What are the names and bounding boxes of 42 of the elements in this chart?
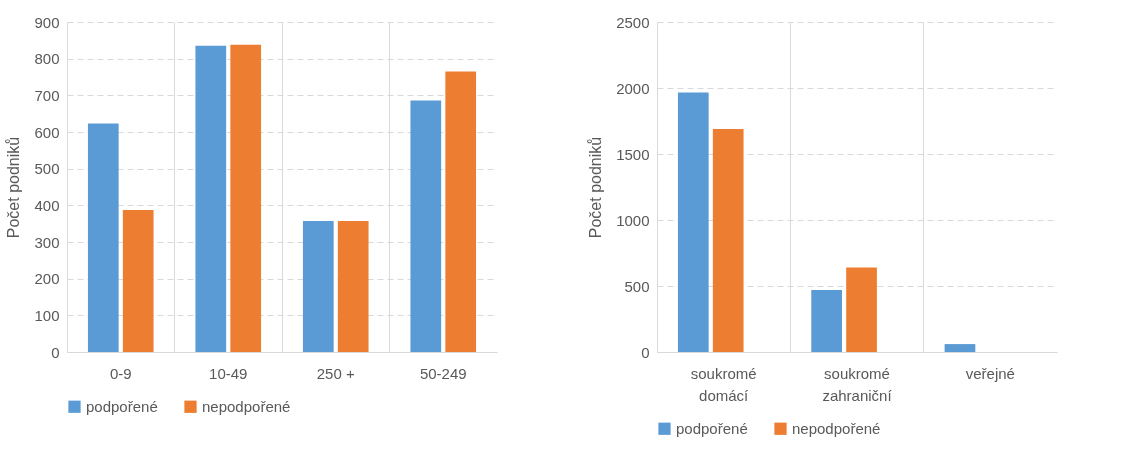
x-tick-label: 10-49	[209, 364, 248, 382]
y-tick-label: 0	[641, 343, 650, 361]
y-tick-label: 1000	[616, 211, 650, 229]
y-tick-label: 300	[34, 233, 60, 251]
y-tick-label: 700	[34, 86, 60, 104]
y-tick-label: 900	[34, 13, 60, 31]
bar	[445, 71, 477, 352]
legend-label: nepodpořené	[792, 419, 881, 437]
bar	[230, 44, 262, 352]
y-tick-label: 1500	[616, 145, 650, 163]
bar	[87, 123, 119, 352]
y-tick-label: 500	[624, 277, 650, 295]
legend-label: podpořené	[676, 419, 748, 437]
y-axis-title: Počet podniků	[5, 136, 23, 239]
bar	[846, 267, 877, 352]
bar	[811, 289, 842, 352]
x-tick-label: 250 +	[316, 364, 355, 382]
bar	[195, 45, 227, 352]
bar	[337, 221, 369, 352]
y-tick-label: 400	[34, 196, 60, 214]
x-tick-label: 0-9	[109, 364, 132, 382]
bar	[410, 100, 442, 352]
x-tick-label: soukromé zahraniční	[822, 364, 893, 404]
y-tick-label: 800	[34, 50, 60, 68]
y-tick-label: 600	[34, 123, 60, 141]
y-tick-label: 100	[34, 306, 60, 324]
bar	[122, 210, 154, 352]
legend-label: podpořené	[86, 397, 158, 415]
y-tick-label: 0	[51, 343, 60, 361]
bar	[677, 92, 709, 352]
bar	[302, 221, 334, 352]
y-tick-label: 2500	[616, 13, 650, 31]
y-tick-label: 200	[34, 270, 60, 288]
x-tick-label: soukromé domácí	[690, 364, 757, 404]
y-tick-label: 2000	[616, 79, 650, 97]
x-tick-label: veřejné	[965, 364, 1015, 382]
y-axis-title: Počet podniků	[587, 136, 605, 239]
x-tick-label: 50-249	[419, 364, 467, 382]
bar	[944, 344, 976, 352]
bar	[712, 128, 744, 352]
legend-label: nepodpořené	[202, 397, 291, 415]
y-tick-label: 500	[34, 160, 60, 178]
